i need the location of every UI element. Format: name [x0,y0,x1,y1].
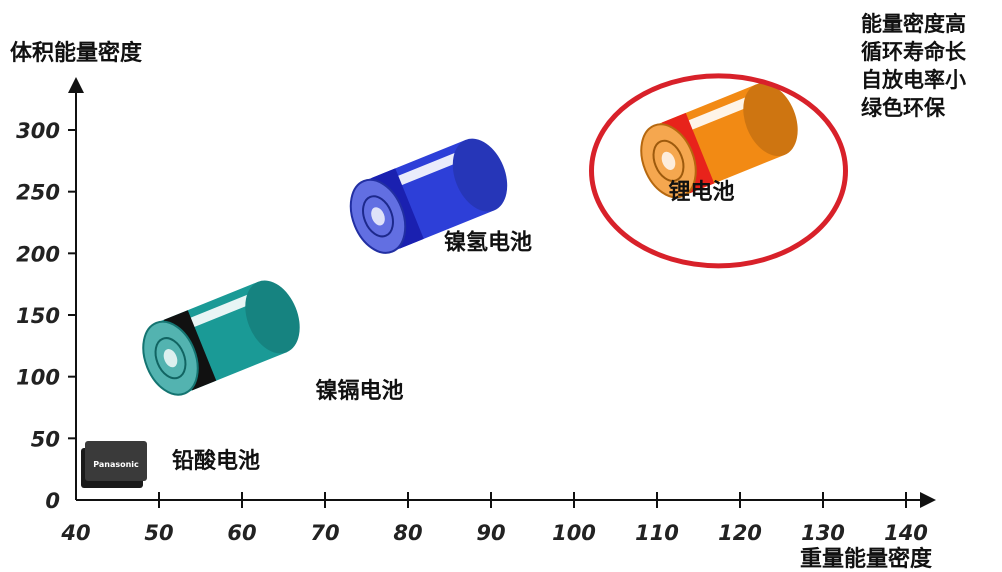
x-ticks: 40 50 60 70 80 90 100 110 120 130 140 [60,492,928,545]
battery-label: 铅酸电池 [172,448,260,474]
y-tick-label: 50 [31,427,60,451]
battery-point: 镍镉电池 [142,280,404,404]
highlight-circle [589,73,848,269]
x-tick-label: 50 [144,521,173,545]
y-tick-label: 100 [16,366,60,390]
note-line: 循环寿命长 [861,40,966,64]
battery-brand-logo: Panasonic [93,460,139,469]
battery-point: Panasonic 铅酸电池 [81,441,260,488]
x-axis-label: 重量能量密度 [800,546,933,572]
battery-label: 镍镉电池 [316,379,404,404]
axes [68,77,936,508]
y-axis-label: 体积能量密度 [10,40,143,66]
y-tick-label: 150 [16,304,60,328]
battery-label: 镍氢电池 [444,229,532,255]
x-tick-label: 100 [552,521,596,545]
marks: Panasonic 铅酸电池 镍镉电池 镍氢电池 锂电池 [81,73,848,488]
note-line: 绿色环保 [861,96,945,120]
note-line: 自放电率小 [861,68,966,92]
x-tick-label: 110 [635,521,679,545]
x-tick-label: 130 [801,521,845,545]
x-tick-label: 140 [884,521,928,545]
y-tick-label: 0 [45,489,60,513]
note-line: 能量密度高 [861,12,966,36]
x-tick-label: 80 [393,521,422,545]
y-tick-label: 200 [16,242,60,266]
x-tick-label: 70 [310,521,339,545]
benefits-note: 能量密度高 循环寿命长 自放电率小 绿色环保 [861,10,966,122]
y-tick-label: 250 [16,181,60,205]
y-tick-label: 300 [16,119,60,143]
battery-point: 镍氢电池 [349,138,532,255]
x-tick-label: 60 [227,521,256,545]
battery-label: 锂电池 [669,179,735,205]
x-tick-label: 90 [476,521,505,545]
x-tick-label: 120 [718,521,762,545]
x-tick-label: 40 [60,521,90,545]
y-ticks: 0 50 100 150 200 250 300 [16,119,76,513]
battery-point: 锂电池 [640,83,798,205]
